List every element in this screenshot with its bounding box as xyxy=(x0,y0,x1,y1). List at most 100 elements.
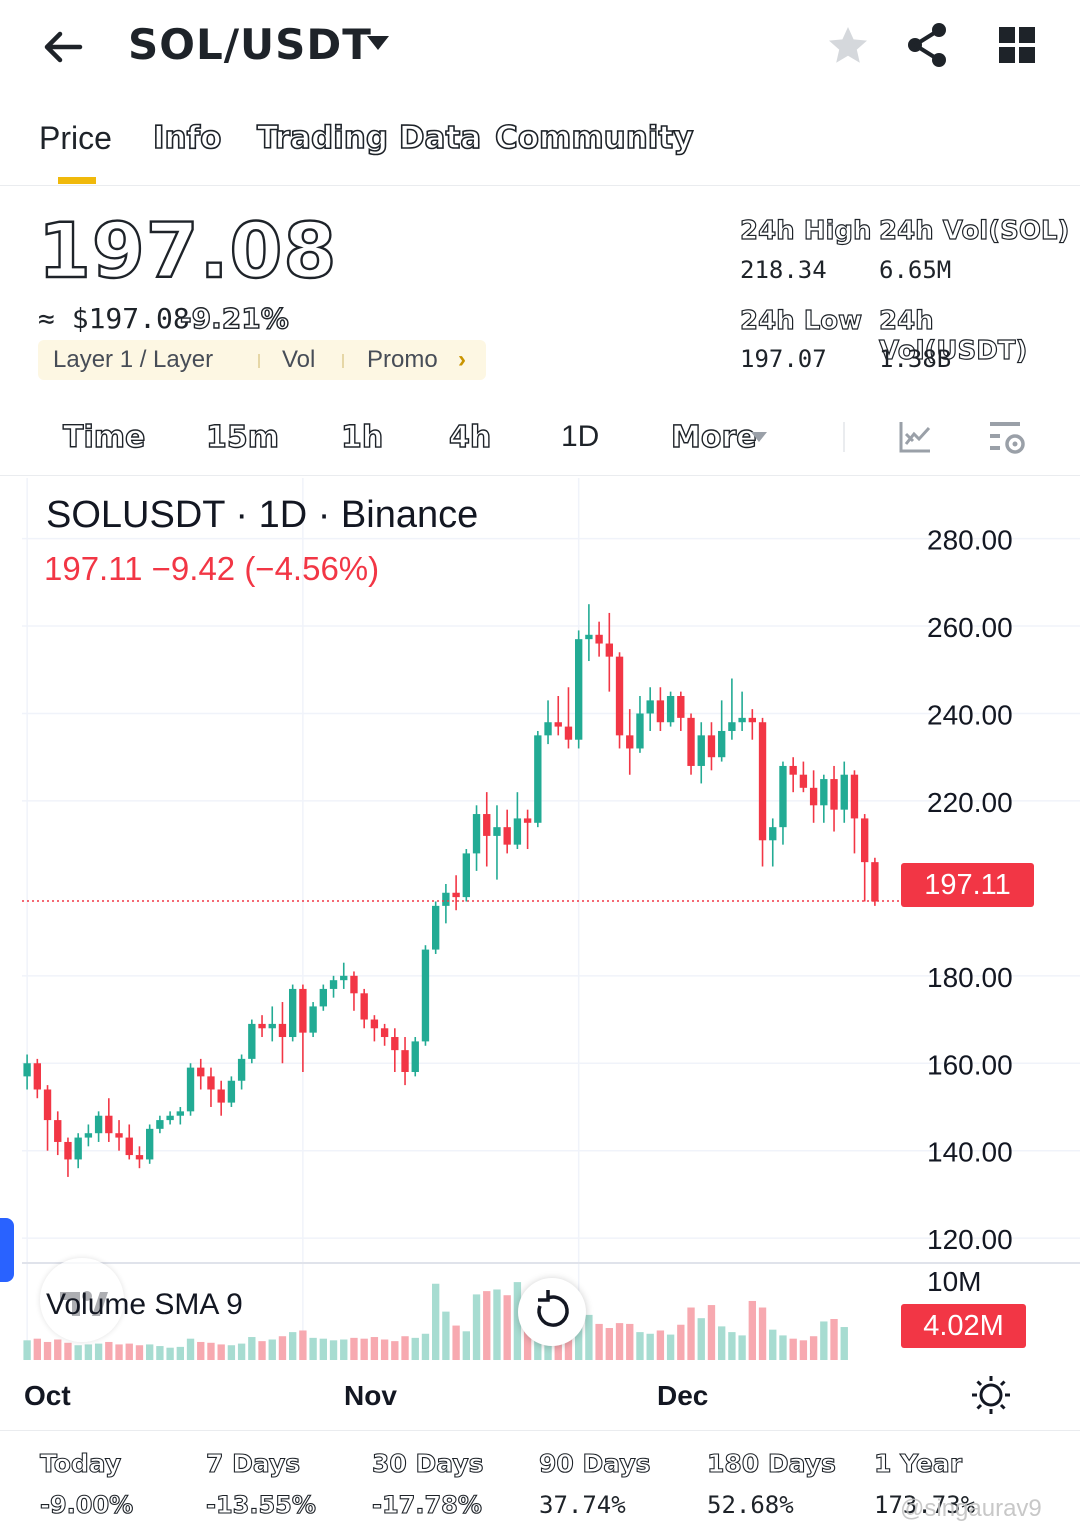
candle-body xyxy=(319,988,327,1007)
volume-bar xyxy=(258,1341,266,1360)
interval-15m[interactable]: 15m xyxy=(205,419,280,455)
candle-body xyxy=(329,980,338,989)
tab-info[interactable]: Info xyxy=(152,119,222,157)
candle-body xyxy=(186,1067,195,1112)
chart-settings-icon[interactable] xyxy=(988,420,1028,458)
perf-value-30d: -17.78% xyxy=(371,1490,482,1519)
volume-bar xyxy=(728,1332,736,1360)
candle-body xyxy=(462,853,470,898)
candle-body xyxy=(575,639,583,740)
chart-symbol-title: SOLUSDT · 1D · Binance xyxy=(46,494,479,536)
candle-body xyxy=(656,700,665,723)
pair-title[interactable]: SOL/USDT xyxy=(128,20,372,69)
candle-body xyxy=(43,1089,52,1121)
volume-bar xyxy=(186,1338,195,1360)
volume-bar xyxy=(94,1343,103,1360)
tab-trading-data[interactable]: Trading Data xyxy=(256,119,482,157)
section-tabs: Price Info Trading Data Community xyxy=(0,110,1080,186)
performance-bar: Today -9.00% 7 Days -13.55% 30 Days -17.… xyxy=(0,1430,1080,1532)
perf-label-90d: 90 Days xyxy=(538,1448,651,1478)
candle-body xyxy=(646,700,654,714)
interval-4h[interactable]: 4h xyxy=(448,419,492,455)
volume-bar xyxy=(135,1345,144,1360)
interval-1d[interactable]: 1D xyxy=(561,420,600,453)
interval-1h[interactable]: 1h xyxy=(340,419,384,455)
grid-menu-icon[interactable] xyxy=(998,26,1036,64)
candle-body xyxy=(258,1023,266,1029)
candle-body xyxy=(605,643,613,657)
tab-community[interactable]: Community xyxy=(494,119,694,157)
tab-price[interactable]: Price xyxy=(39,120,112,156)
candle-body xyxy=(677,696,685,718)
candle-body xyxy=(626,735,634,749)
candle-body xyxy=(411,1041,419,1072)
volume-bar xyxy=(33,1338,41,1360)
back-arrow-icon[interactable] xyxy=(40,24,86,70)
volume-tick-label: 10M xyxy=(927,1266,981,1297)
candle-body xyxy=(472,814,481,854)
stat-24h-vol-base-label: 24h Vol(SOL) xyxy=(878,215,1070,246)
volume-bar xyxy=(452,1325,460,1360)
tag-layer[interactable]: Layer 1 / Layer xyxy=(53,346,214,373)
chevron-down-icon[interactable] xyxy=(366,34,390,52)
volume-bar xyxy=(391,1341,399,1360)
volume-bar xyxy=(278,1336,287,1360)
toolbar-divider xyxy=(843,422,845,452)
candle-body xyxy=(779,765,787,828)
candlestick-chart[interactable]: 280.00 260.00 240.00 220.00 180.00 160.00 140.… xyxy=(0,478,1080,1430)
watermark: @singaurav9 xyxy=(900,1495,1042,1522)
candle-body xyxy=(237,1058,246,1081)
y-tick-label: 160.00 xyxy=(927,1049,1013,1080)
volume-bar xyxy=(636,1332,644,1360)
candle-body xyxy=(534,735,542,823)
indicator-chart-icon[interactable] xyxy=(898,420,932,454)
y-tick-label: 220.00 xyxy=(927,787,1013,818)
reset-chart-button[interactable] xyxy=(518,1278,586,1346)
volume-bar xyxy=(237,1343,246,1360)
volume-bar xyxy=(207,1342,215,1360)
x-tick-nov: Nov xyxy=(344,1380,397,1411)
volume-bar xyxy=(329,1340,338,1360)
volume-bar xyxy=(350,1337,358,1360)
candle-body xyxy=(748,717,756,723)
candle-body xyxy=(135,1155,144,1160)
volume-bar xyxy=(605,1328,613,1360)
theme-sun-icon[interactable] xyxy=(970,1374,1012,1416)
volume-bar xyxy=(105,1341,113,1360)
candle-body xyxy=(84,1133,93,1138)
drawer-handle[interactable] xyxy=(0,1218,14,1282)
volume-bar xyxy=(677,1324,685,1360)
candle-body xyxy=(217,1089,225,1103)
share-icon[interactable] xyxy=(906,22,950,68)
tag-vol[interactable]: Vol xyxy=(282,346,316,373)
candle-body xyxy=(666,696,675,723)
tag-bar[interactable]: Layer 1 / Layer Vol Promo › xyxy=(38,340,486,380)
candle-body xyxy=(176,1111,184,1116)
chevron-right-icon[interactable]: › xyxy=(458,346,466,373)
favorite-star-icon[interactable] xyxy=(826,24,870,68)
candle-body xyxy=(421,949,430,1042)
volume-bar xyxy=(370,1337,379,1360)
volume-bar xyxy=(687,1307,695,1360)
candles xyxy=(22,604,900,1177)
volume-bar xyxy=(156,1346,164,1360)
volume-bar xyxy=(421,1333,430,1360)
volume-bar xyxy=(646,1333,654,1360)
interval-time[interactable]: Time xyxy=(62,419,146,455)
perf-value-7d: -13.55% xyxy=(205,1490,316,1519)
volume-bar xyxy=(483,1291,491,1360)
interval-more[interactable]: More xyxy=(670,419,757,455)
volume-bar xyxy=(84,1344,93,1360)
candle-body xyxy=(483,814,491,836)
candle-body xyxy=(197,1067,205,1077)
tag-promo[interactable]: Promo xyxy=(367,346,438,373)
stat-24h-low-label: 24h Low xyxy=(739,305,863,336)
stat-24h-high-label: 24h High xyxy=(739,215,872,246)
price-chart[interactable]: 280.00 260.00 240.00 220.00 180.00 160.00 140.… xyxy=(0,478,1080,1430)
volume-bar xyxy=(74,1345,82,1360)
caret-down-icon[interactable] xyxy=(750,431,768,443)
perf-label-1y: 1 Year xyxy=(873,1448,963,1478)
candle-body xyxy=(74,1137,82,1160)
volume-bar xyxy=(401,1336,409,1360)
y-tick-label: 180.00 xyxy=(927,962,1013,993)
